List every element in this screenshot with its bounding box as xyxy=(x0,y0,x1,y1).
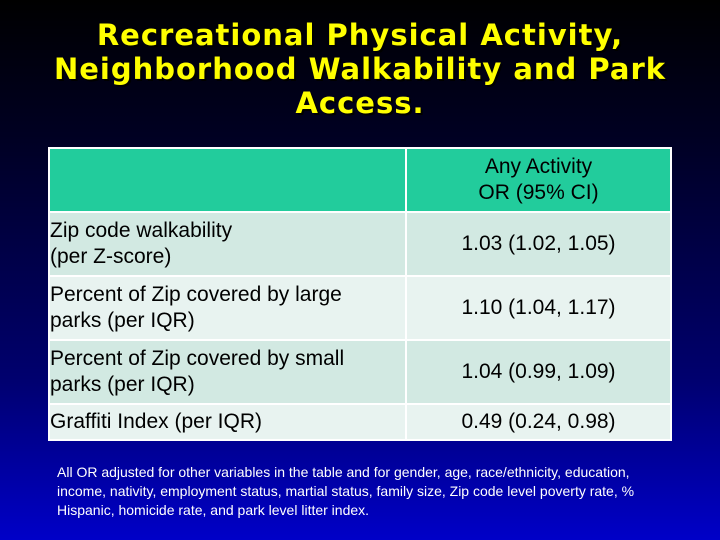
title-line-3: Access. xyxy=(295,86,425,120)
table-row: Graffiti Index (per IQR) 0.49 (0.24, 0.9… xyxy=(48,403,672,441)
slide-title: Recreational Physical Activity, Neighbor… xyxy=(0,18,720,120)
row-label-line-1: Percent of Zip covered by small xyxy=(50,347,345,370)
header-line-2: OR (95% CI) xyxy=(478,181,599,204)
row-label: Zip code walkability (per Z-score) xyxy=(48,211,407,277)
row-label-line-2: (per Z-score) xyxy=(50,245,172,268)
table-row: Zip code walkability (per Z-score) 1.03 … xyxy=(48,211,672,277)
table-row: Percent of Zip covered by large parks (p… xyxy=(48,275,672,341)
title-line-2: Neighborhood Walkability and Park xyxy=(53,52,667,86)
header-blank-cell xyxy=(48,147,407,213)
row-label: Graffiti Index (per IQR) xyxy=(48,403,407,441)
table-header-row: Any Activity OR (95% CI) xyxy=(48,147,672,213)
row-label-line-2: parks (per IQR) xyxy=(50,373,195,396)
row-value: 1.10 (1.04, 1.17) xyxy=(405,275,672,341)
row-label: Percent of Zip covered by large parks (p… xyxy=(48,275,407,341)
table-row: Percent of Zip covered by small parks (p… xyxy=(48,339,672,405)
row-value: 1.04 (0.99, 1.09) xyxy=(405,339,672,405)
row-value: 1.03 (1.02, 1.05) xyxy=(405,211,672,277)
footnote: All OR adjusted for other variables in t… xyxy=(57,464,635,518)
row-label: Percent of Zip covered by small parks (p… xyxy=(48,339,407,405)
header-line-1: Any Activity xyxy=(484,155,593,178)
row-label-line-1: Percent of Zip covered by large xyxy=(50,283,342,306)
title-line-1: Recreational Physical Activity, xyxy=(96,18,624,52)
row-label-line-1: Zip code walkability xyxy=(50,219,233,242)
header-any-activity: Any Activity OR (95% CI) xyxy=(405,147,672,213)
row-label-line-1: Graffiti Index (per IQR) xyxy=(50,410,263,433)
results-table: Any Activity OR (95% CI) Zip code walkab… xyxy=(48,147,672,441)
row-label-line-2: parks (per IQR) xyxy=(50,309,195,332)
row-value: 0.49 (0.24, 0.98) xyxy=(405,403,672,441)
